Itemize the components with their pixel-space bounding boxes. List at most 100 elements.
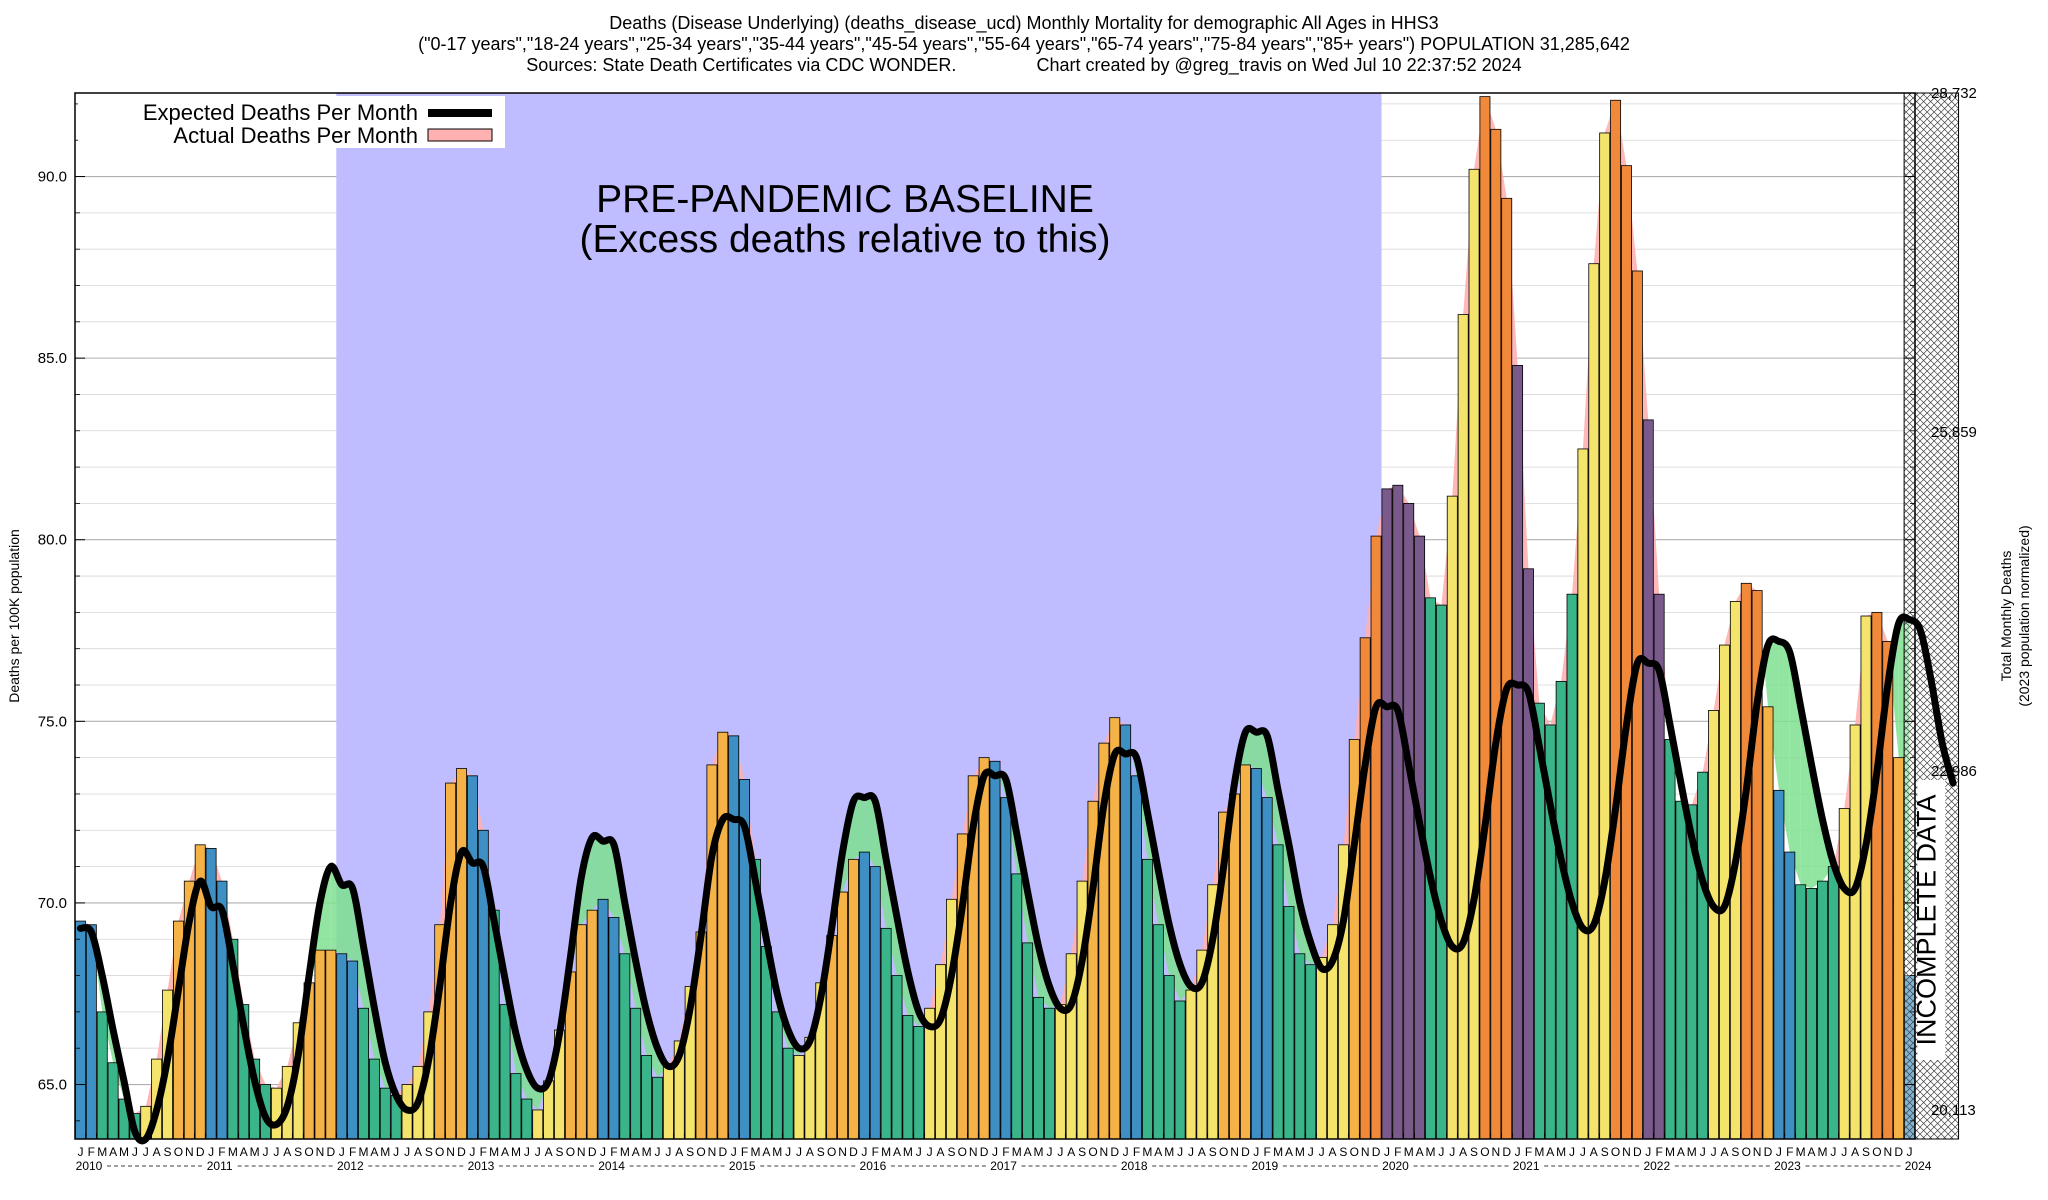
bar	[1163, 975, 1175, 1140]
y-tick-label-left: 75.0	[38, 713, 67, 730]
x-month-label: M	[642, 1145, 652, 1159]
hatch-line	[1904, 234, 1959, 290]
hatch-line	[1904, 598, 1959, 654]
bar	[935, 964, 947, 1140]
bar	[1359, 637, 1371, 1140]
x-month-label: M	[903, 1145, 913, 1159]
x-month-label: A	[283, 1145, 291, 1159]
bar	[1054, 1004, 1066, 1140]
y-axis-label-right-2: (2023 population normalized)	[2016, 525, 2032, 706]
bar	[1762, 706, 1774, 1140]
bar	[1784, 851, 1796, 1140]
deficit-fill-segment	[1245, 732, 1257, 769]
bar	[1490, 128, 1502, 1140]
bar	[1664, 739, 1676, 1140]
x-year-label: 2010	[76, 1159, 103, 1173]
x-month-label: A	[1720, 1145, 1728, 1159]
x-month-label: S	[1339, 1145, 1347, 1159]
baseline-label-line2: (Excess deaths relative to this)	[579, 218, 1110, 261]
x-month-label: A	[1154, 1145, 1162, 1159]
bar	[837, 891, 849, 1140]
x-month-label: F	[1786, 1145, 1793, 1159]
x-month-label: O	[827, 1145, 836, 1159]
hatch-line	[2034, 93, 2048, 1139]
bar	[1599, 132, 1611, 1140]
x-month-label: M	[511, 1145, 521, 1159]
bar	[1283, 906, 1295, 1140]
x-month-label: S	[1470, 1145, 1478, 1159]
x-month-label: S	[555, 1145, 563, 1159]
x-month-label: F	[1002, 1145, 1009, 1159]
chart-subtitle-sources: Sources: State Death Certificates via CD…	[526, 55, 1522, 75]
x-month-label: J	[785, 1145, 791, 1159]
x-month-label: J	[1057, 1145, 1063, 1159]
y-tick-label-right: 28,732	[1931, 85, 1977, 102]
legend-label-actual: Actual Deaths Per Month	[173, 123, 418, 148]
x-month-label: M	[1404, 1145, 1414, 1159]
bar	[989, 760, 1001, 1140]
bar	[347, 960, 359, 1140]
hatch-line	[1904, 262, 1959, 318]
x-month-label: A	[632, 1145, 640, 1159]
bar	[880, 927, 892, 1140]
x-month-label: M	[1164, 1145, 1174, 1159]
x-month-label: J	[1841, 1145, 1847, 1159]
x-month-label: O	[696, 1145, 705, 1159]
x-month-label: A	[414, 1145, 422, 1159]
x-month-label: D	[1241, 1145, 1250, 1159]
bar	[1795, 884, 1807, 1140]
x-month-label: J	[339, 1145, 345, 1159]
x-month-label: J	[1580, 1145, 1586, 1159]
x-month-label: F	[218, 1145, 225, 1159]
bar	[771, 1011, 783, 1140]
y-tick-label-left: 85.0	[38, 350, 67, 367]
hatch-line	[1904, 956, 1959, 1012]
x-month-label: M	[250, 1145, 260, 1159]
bar	[270, 1087, 282, 1140]
x-month-label: N	[1230, 1145, 1239, 1159]
x-month-label: O	[1480, 1145, 1489, 1159]
x-year-label: 2024	[1905, 1159, 1932, 1173]
bar	[1817, 880, 1828, 1140]
hatch-line	[1904, 228, 1959, 284]
x-month-label: S	[1209, 1145, 1217, 1159]
bar	[1033, 996, 1044, 1140]
deficit-fill-segment	[592, 837, 604, 911]
x-month-label: J	[524, 1145, 530, 1159]
x-month-label: J	[1438, 1145, 1444, 1159]
x-month-label: D	[457, 1145, 466, 1159]
legend: Expected Deaths Per Month Actual Deaths …	[78, 96, 505, 148]
bar	[662, 1065, 674, 1140]
bar	[1838, 808, 1850, 1140]
x-month-label: A	[1677, 1145, 1685, 1159]
legend-label-expected: Expected Deaths Per Month	[143, 100, 418, 125]
bar	[1577, 448, 1589, 1140]
bar	[1610, 99, 1622, 1140]
x-month-label: S	[947, 1145, 955, 1159]
bar	[1174, 1000, 1186, 1140]
bar	[1272, 844, 1284, 1140]
deficit-fill-segment	[341, 884, 353, 962]
x-month-label: A	[1024, 1145, 1032, 1159]
x-month-label: J	[665, 1145, 671, 1159]
x-year-label: 2021	[1513, 1159, 1540, 1173]
x-month-label: S	[294, 1145, 302, 1159]
x-month-label: S	[425, 1145, 433, 1159]
x-month-label: J	[535, 1145, 541, 1159]
x-month-label: M	[1796, 1145, 1806, 1159]
bar	[630, 1007, 642, 1140]
x-month-label: J	[1700, 1145, 1706, 1159]
bar	[717, 731, 729, 1140]
bar	[1120, 724, 1132, 1140]
x-month-label: J	[731, 1145, 737, 1159]
x-month-label: J	[393, 1145, 399, 1159]
x-month-label: D	[196, 1145, 205, 1159]
bar	[575, 924, 587, 1140]
bar	[913, 1026, 925, 1140]
bar	[1621, 165, 1632, 1140]
x-month-label: A	[762, 1145, 770, 1159]
x-month-label: J	[1319, 1145, 1325, 1159]
x-month-label: D	[849, 1145, 858, 1159]
x-month-label: J	[273, 1145, 279, 1159]
bar	[1305, 964, 1317, 1140]
